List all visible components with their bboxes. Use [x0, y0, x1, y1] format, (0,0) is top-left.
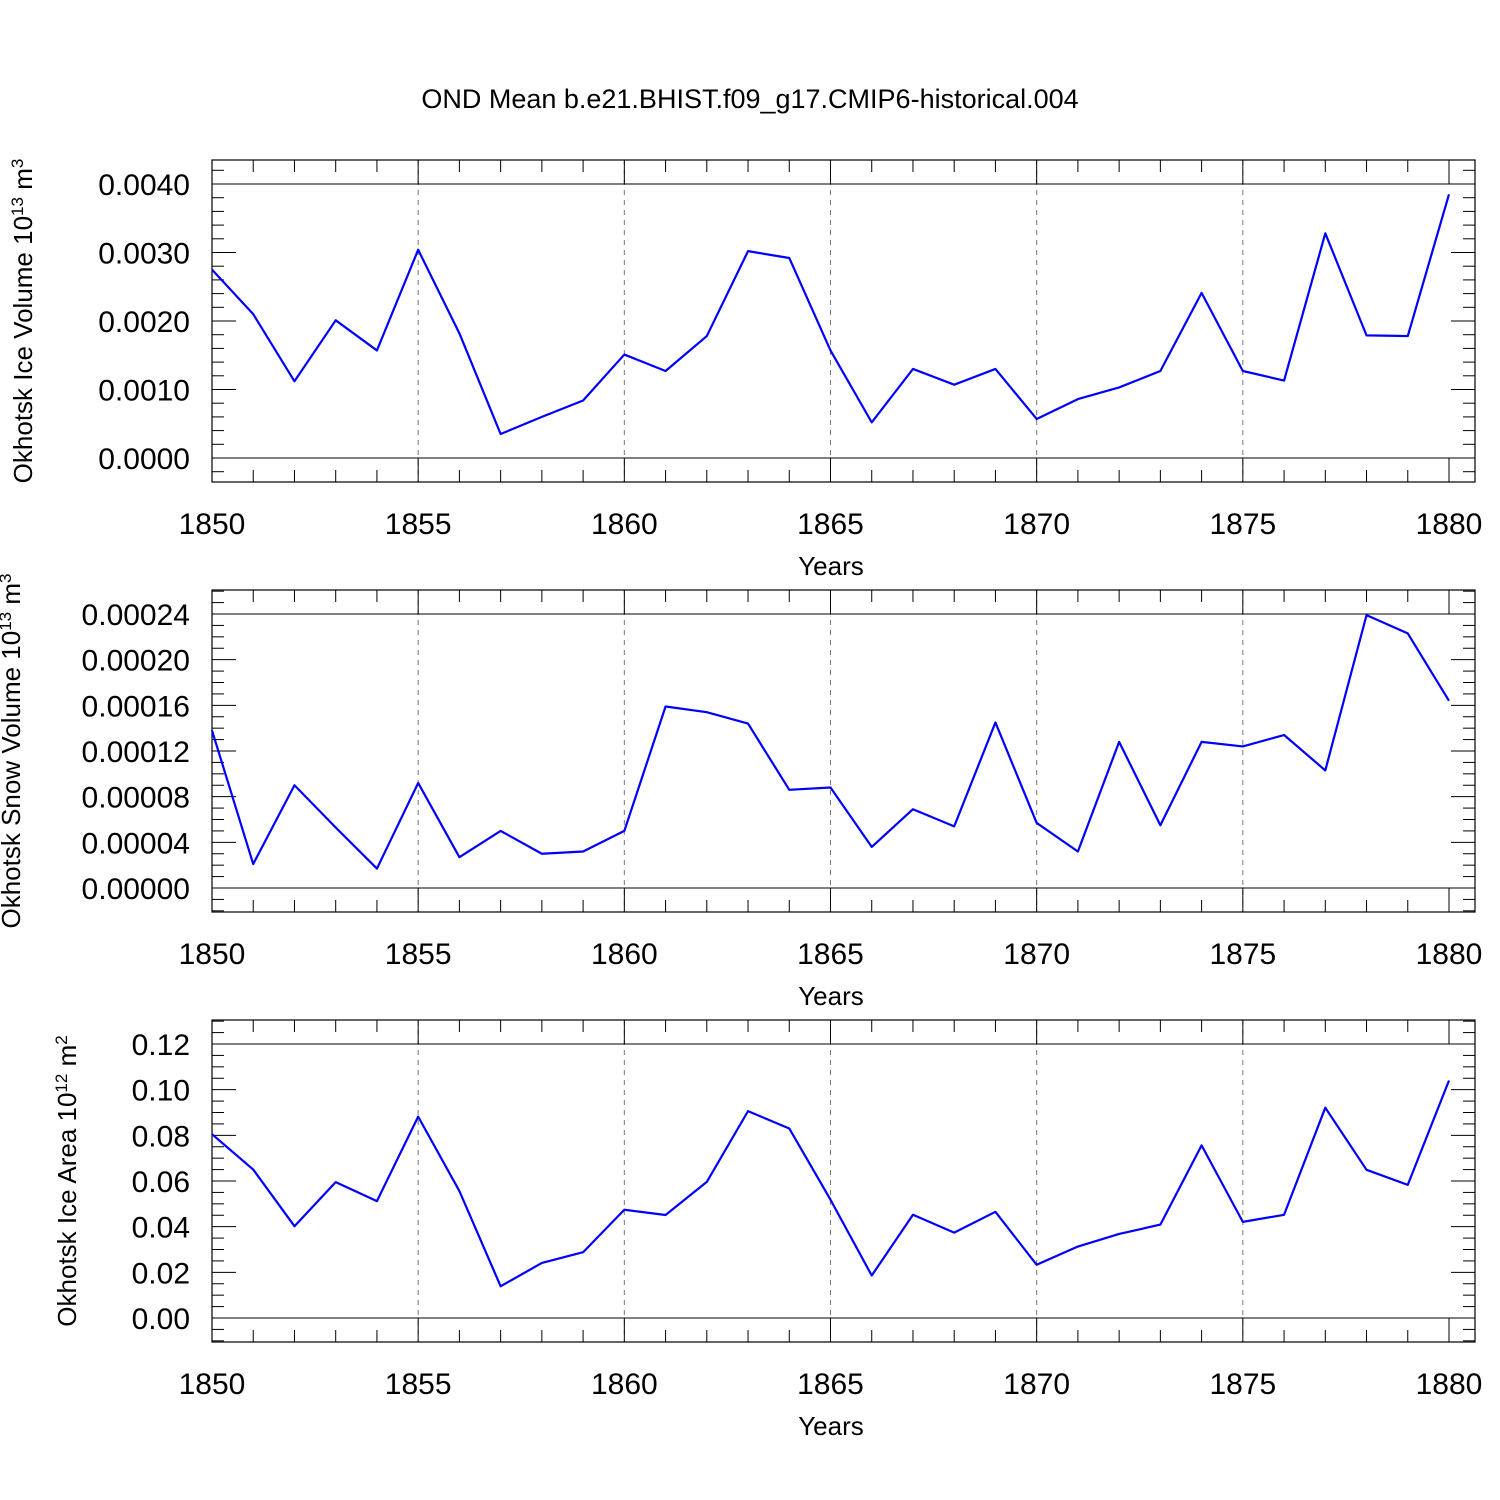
x-tick-label: 1850	[179, 1368, 246, 1401]
x-tick-label: 1855	[385, 938, 452, 971]
x-tick-label: 1865	[797, 938, 864, 971]
y-tick-label: 0.12	[132, 1029, 190, 1062]
x-tick-label: 1875	[1209, 1368, 1276, 1401]
y-tick-label: 0.10	[132, 1075, 190, 1108]
panel-1: 0.0000 0.0010 0.0020 0.0030 0.0040 1850 1855 18…	[8, 159, 1483, 581]
x-tick-label: 1855	[385, 508, 452, 541]
x-tick-label: 1860	[591, 508, 658, 541]
y-tick-label: 0.00012	[82, 736, 190, 769]
y-tick-label: 0.0030	[98, 238, 190, 271]
x-tick-label: 1870	[1003, 508, 1070, 541]
y-tick-label: 0.0040	[98, 169, 190, 202]
plot-frame	[211, 159, 1476, 483]
plot-frame	[211, 589, 1476, 913]
y-tick-label: 0.06	[132, 1166, 190, 1199]
x-tick-label: 1880	[1416, 938, 1483, 971]
plot-frame	[211, 1019, 1476, 1343]
x-tick-label: 1850	[179, 938, 246, 971]
y-tick-label: 0.04	[132, 1212, 190, 1245]
x-axis-label: Years	[798, 981, 864, 1011]
y-tick-label: 0.0020	[98, 306, 190, 339]
y-tick-label: 0.00020	[82, 645, 190, 678]
y-tick-label: 0.0010	[98, 375, 190, 408]
y-tick-label: 0.08	[132, 1120, 190, 1153]
x-tick-label: 1870	[1003, 1368, 1070, 1401]
series-line	[211, 193, 1451, 436]
page-title: OND Mean b.e21.BHIST.f09_g17.CMIP6-histo…	[421, 84, 1078, 114]
y-tick-label: 0.00024	[82, 599, 190, 632]
x-axis-label: Years	[798, 1411, 864, 1441]
series-line	[211, 1080, 1451, 1288]
y-tick-label: 0.00	[132, 1303, 190, 1336]
y-axis-label: Okhotsk Ice Volume 1013 m3	[8, 159, 39, 484]
y-tick-label: 0.00000	[82, 873, 190, 906]
x-tick-label: 1875	[1209, 508, 1276, 541]
y-axis-label: Okhotsk Ice Area 1012 m2	[52, 1035, 83, 1326]
x-tick-label: 1880	[1416, 1368, 1483, 1401]
x-tick-label: 1860	[591, 938, 658, 971]
x-axis-label: Years	[798, 551, 864, 581]
panel-3: 0.00 0.02 0.04 0.06 0.08 0.10 0.12 1850 1855 1860…	[52, 1019, 1483, 1441]
y-tick-label: 0.00016	[82, 690, 190, 723]
x-tick-label: 1875	[1209, 938, 1276, 971]
series-line	[210, 614, 1450, 870]
x-tick-label: 1870	[1003, 938, 1070, 971]
x-tick-label: 1860	[591, 1368, 658, 1401]
y-tick-label: 0.00004	[82, 827, 190, 860]
y-axis-label: Okhotsk Snow Volume 1013 m3	[0, 574, 26, 929]
panels: 0.0000 0.0010 0.0020 0.0030 0.0040 1850 1855 18…	[0, 159, 1482, 1441]
x-tick-label: 1865	[797, 508, 864, 541]
x-tick-label: 1865	[797, 1368, 864, 1401]
y-tick-label: 0.00008	[82, 782, 190, 815]
x-tick-label: 1855	[385, 1368, 452, 1401]
x-tick-label: 1880	[1416, 508, 1483, 541]
y-tick-label: 0.02	[132, 1257, 190, 1290]
panel-2: 0.00000 0.00004 0.00008 0.00012 0.00016 0.000…	[0, 574, 1482, 1012]
x-tick-label: 1850	[179, 508, 246, 541]
y-tick-label: 0.0000	[98, 443, 190, 476]
